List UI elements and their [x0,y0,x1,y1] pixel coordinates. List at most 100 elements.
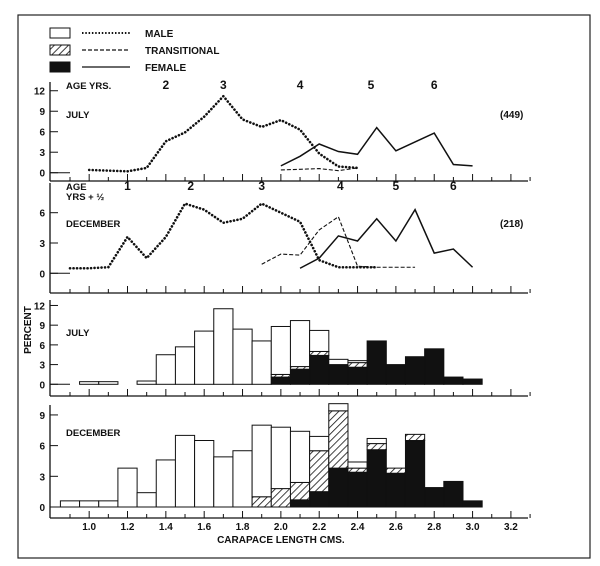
x-tick-label: 2.8 [427,522,441,533]
age-mark: 6 [431,78,438,92]
bar-female [328,364,349,385]
series-line-transitional [261,215,416,268]
age-mark: 4 [337,179,344,193]
bar-female [443,480,464,508]
bar-female [309,354,330,385]
bar-male [270,426,291,490]
x-tick-label: 2.4 [351,522,365,533]
bar-male [136,380,157,385]
bar-male [251,424,272,498]
bar-male [232,450,253,508]
y-tick-label: 6 [39,128,45,139]
bar-transitional [385,467,406,474]
bar-transitional [251,496,272,508]
y-tick-label: 0 [39,269,45,280]
y-tick-label: 12 [34,87,46,98]
bar-female [404,440,426,508]
age-label: AGE [66,182,87,193]
bar-female [385,364,406,385]
x-tick-label: 1.6 [197,522,211,533]
age-mark: 2 [187,179,194,193]
bar-female [366,449,387,508]
bar-female [347,471,368,508]
bar-transitional [309,450,330,493]
bar-male [213,456,234,508]
bar-male [79,500,100,508]
age-mark: 3 [220,78,227,92]
bar-transitional [347,362,368,368]
y-tick-label: 9 [39,411,45,422]
bar-female [366,340,387,385]
x-tick-label: 3.0 [466,522,480,533]
bar-female [347,366,368,385]
bar-male [174,346,196,385]
legend-swatch-female [49,61,71,73]
legend-swatch-male [49,27,71,39]
age-mark: 2 [163,78,170,92]
bar-male [79,381,100,385]
sample-count-label: (449) [500,110,523,121]
y-tick-label: 12 [34,301,46,312]
bar-male [366,437,387,445]
bar-male [194,330,215,385]
bar-male [232,328,253,385]
y-tick-label: 3 [39,472,45,483]
bar-male [309,435,330,452]
bar-female [462,378,483,385]
bar-transitional [328,410,349,469]
bar-female [289,368,311,385]
x-tick-label: 2.2 [312,522,326,533]
age-mark: 4 [297,78,304,92]
legend-label: MALE [145,29,174,40]
y-tick-label: 0 [39,169,45,180]
y-tick-label: 0 [39,380,45,391]
bar-male [136,492,157,508]
bar-female [424,348,445,385]
bar-transitional [404,433,426,442]
x-tick-label: 3.2 [504,522,518,533]
x-tick-label: 1.0 [82,522,96,533]
bar-male [213,308,234,385]
bar-male [347,360,368,364]
series-line-female [299,208,474,269]
x-tick-label: 2.6 [389,522,403,533]
bar-female [289,499,311,508]
bar-transitional [366,443,387,451]
series-line-male [87,94,359,173]
x-tick-label: 1.8 [236,522,250,533]
bar-transitional [289,481,311,501]
y-axis-label: PERCENT [23,306,34,354]
bar-male [309,329,330,352]
age-mark: 1 [124,179,131,193]
bar-male [251,340,272,385]
y-tick-label: 3 [39,239,45,250]
panel-label: DECEMBER [66,428,121,439]
bar-female [424,487,445,508]
bar-female [404,356,426,385]
bar-male [194,440,215,508]
y-tick-label: 9 [39,107,45,118]
bar-female [270,376,291,385]
bar-female [443,376,464,385]
figure-frame [17,14,591,559]
bar-male [328,358,349,366]
panel-label: JULY [66,328,90,339]
panel-label: DECEMBER [66,219,121,230]
age-mark: 5 [393,179,400,193]
bar-female [309,491,330,508]
age-label: YRS + ½ [66,192,104,203]
y-tick-label: 0 [39,503,45,514]
bar-male [155,354,176,385]
age-mark: 6 [450,179,457,193]
sample-count-label: (218) [500,219,523,230]
series-line-male [68,202,379,270]
series-line-transitional [280,167,358,172]
age-mark: 3 [258,179,265,193]
y-tick-label: 6 [39,442,45,453]
bar-male [270,325,291,375]
bar-male [289,430,311,483]
bar-transitional [309,350,330,356]
age-mark: 5 [368,78,375,92]
x-tick-label: 2.0 [274,522,288,533]
